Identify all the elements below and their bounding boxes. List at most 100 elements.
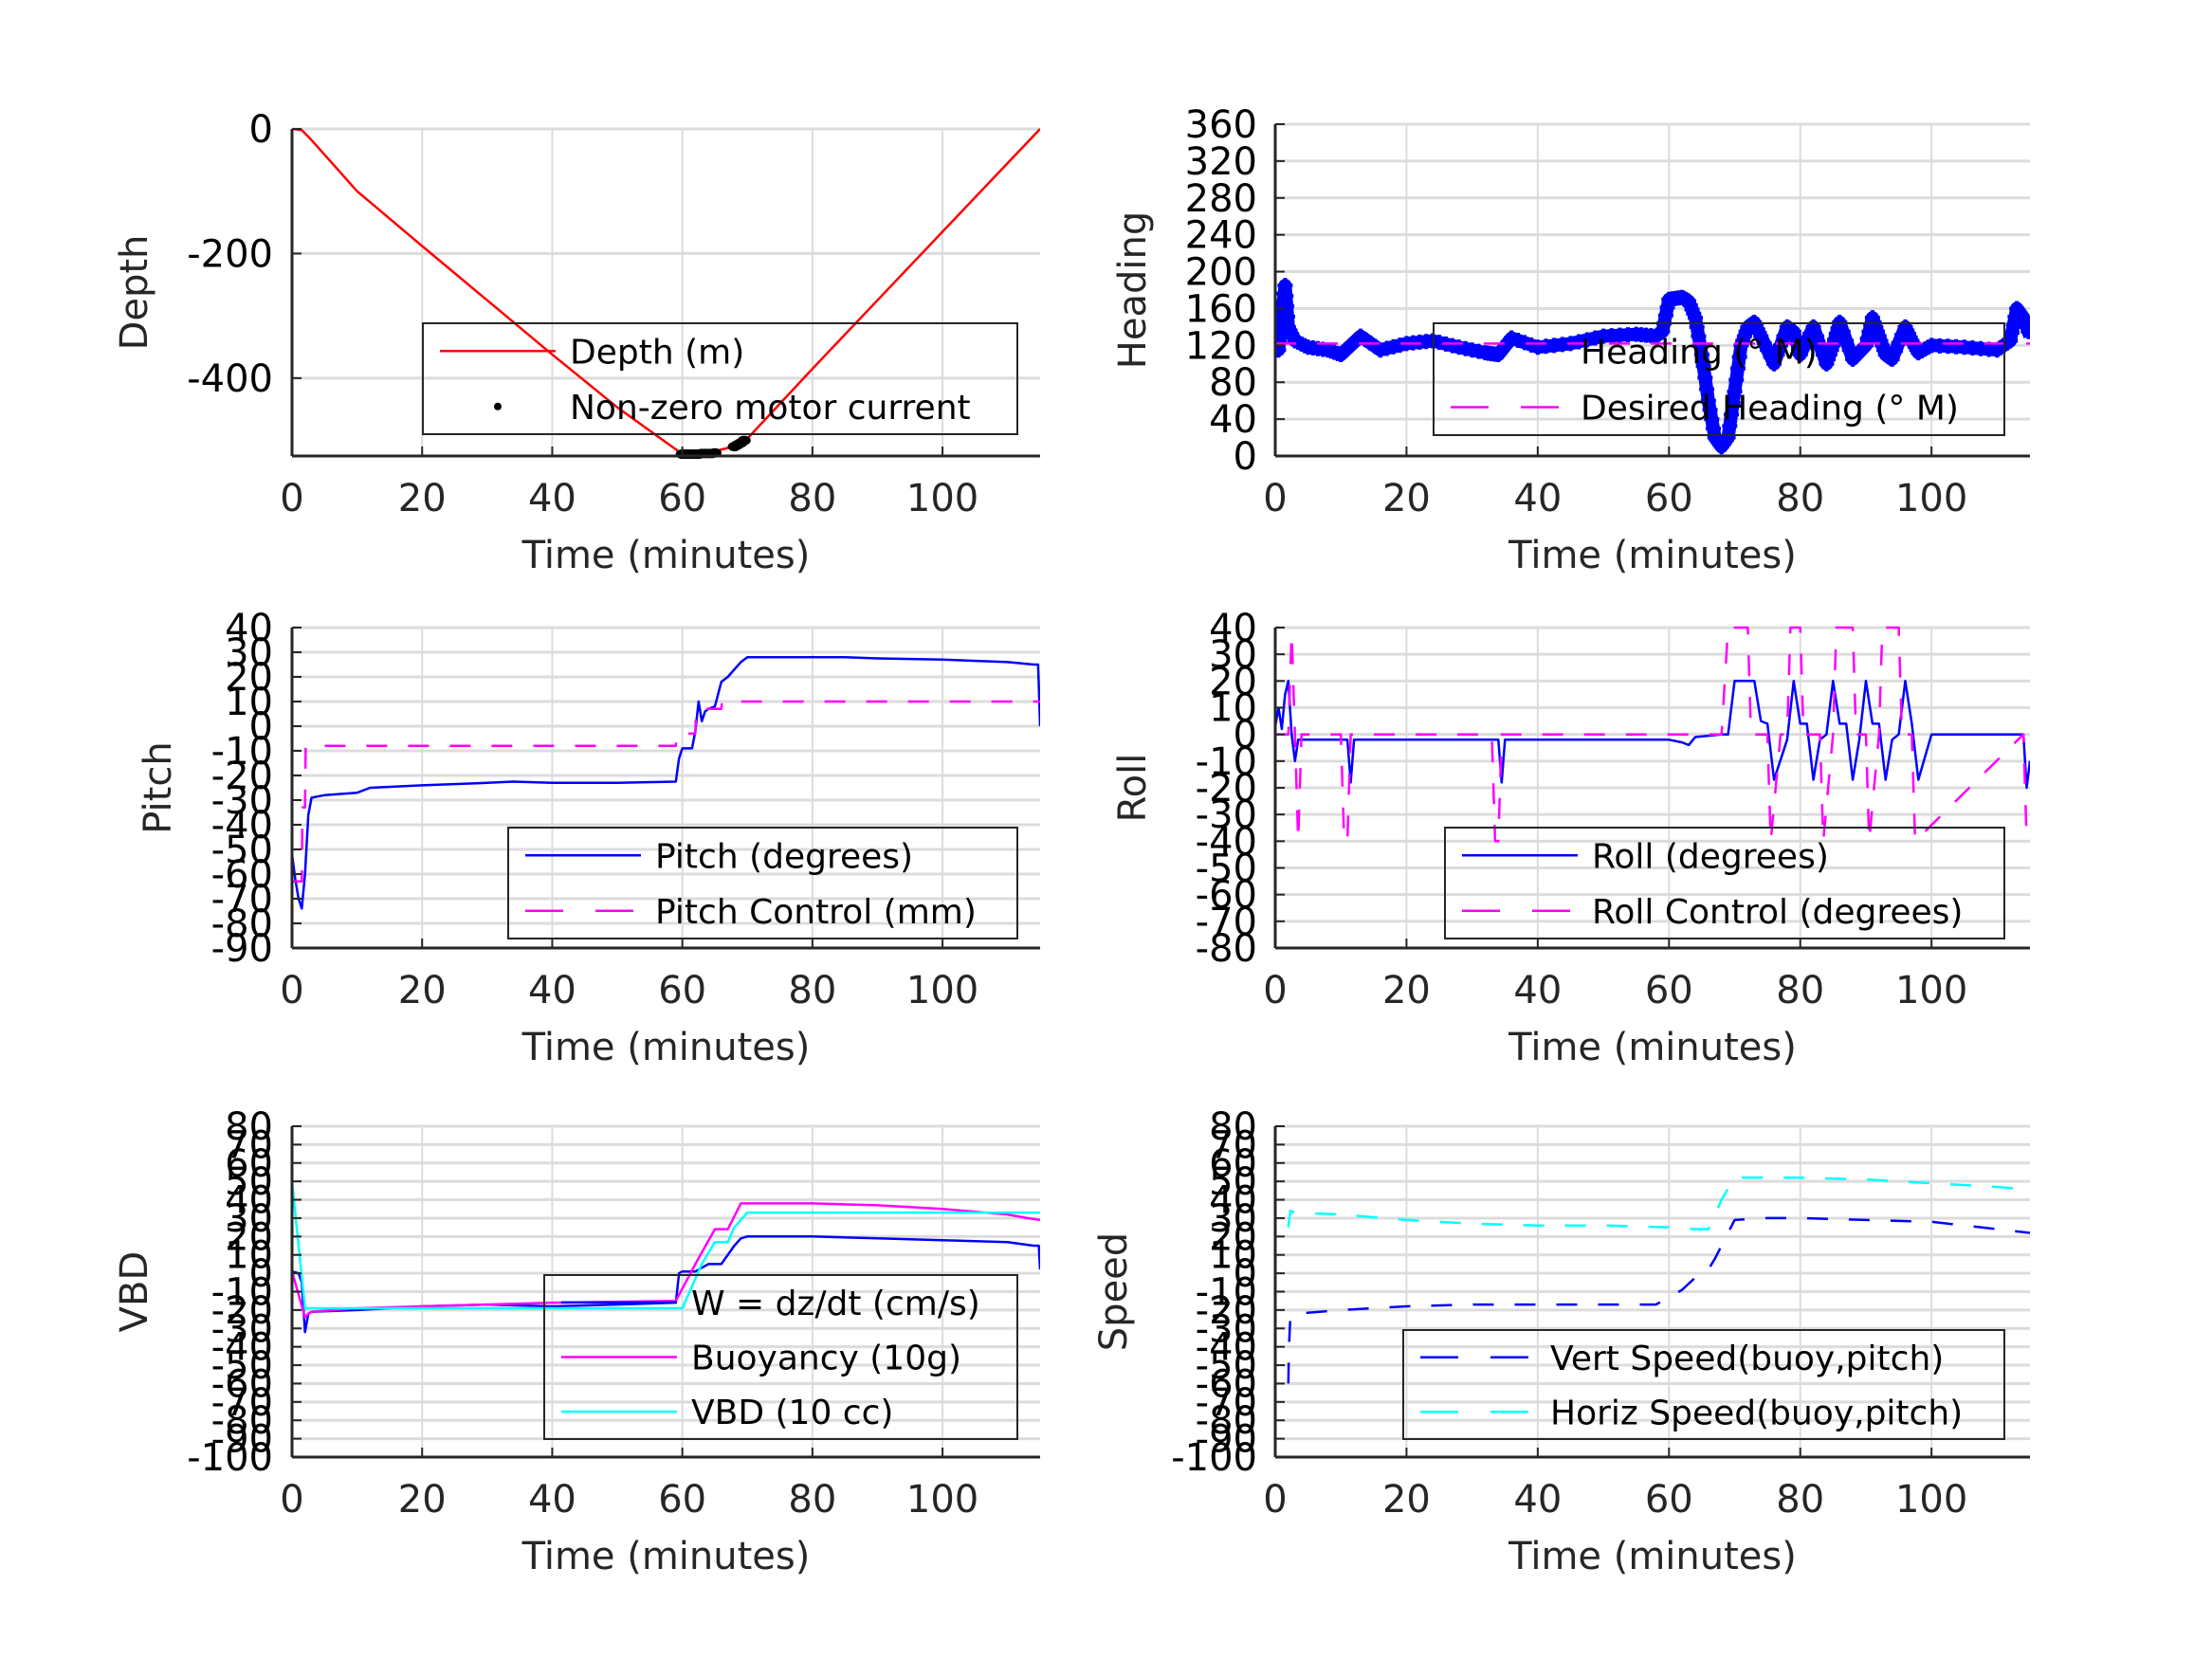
- y-tick-label: -200: [187, 232, 273, 276]
- legend-label: W = dz/dt (cm/s): [691, 1285, 980, 1323]
- series-heading-m-marker: [1769, 347, 1785, 363]
- y-tick-label: -60: [211, 1362, 273, 1406]
- legend-label: Pitch Control (mm): [655, 893, 977, 932]
- y-tick-label: -20: [1196, 1289, 1257, 1333]
- y-tick-label: -60: [1196, 1362, 1257, 1406]
- y-tick-label: -70: [1196, 1381, 1257, 1425]
- y-tick-label: -10: [1196, 1271, 1257, 1315]
- y-tick-label: 0: [249, 1252, 273, 1296]
- legend-label: Horiz Speed(buoy,pitch): [1550, 1394, 1963, 1432]
- y-tick-label: 80: [1209, 361, 1257, 405]
- x-tick-label: 40: [528, 969, 576, 1012]
- y-tick-label: 60: [1209, 1142, 1257, 1186]
- y-tick-label: 20: [225, 1215, 273, 1259]
- y-tick-label: 10: [225, 1234, 273, 1278]
- x-tick-label: 100: [1895, 477, 1967, 520]
- legend: Heading (° M) Desired Heading (° M): [1433, 322, 2005, 436]
- y-tick-label: 320: [1185, 140, 1257, 184]
- xlabel: Time (minutes): [1508, 1535, 1797, 1578]
- y-tick-label: 40: [225, 607, 273, 650]
- y-tick-label: -20: [211, 1289, 273, 1333]
- y-tick-label: -10: [211, 730, 273, 774]
- y-tick-label: -100: [1171, 1436, 1257, 1480]
- legend-box: [543, 1274, 1018, 1440]
- y-tick-label: -10: [1196, 740, 1257, 784]
- y-tick-label: 60: [225, 1142, 273, 1186]
- y-tick-label: -50: [1196, 1344, 1257, 1388]
- y-tick-label: -10: [211, 1271, 273, 1315]
- y-tick-label: -40: [1196, 1326, 1257, 1370]
- y-tick-label: 20: [1209, 1215, 1257, 1259]
- x-tick-label: 0: [1263, 969, 1287, 1012]
- x-tick-label: 0: [280, 969, 303, 1012]
- x-tick-label: 100: [906, 1478, 978, 1522]
- legend: Pitch (degrees) Pitch Control (mm): [507, 827, 1018, 939]
- series-group: [1287, 1176, 2030, 1384]
- series-horiz-speed-buoy-pitch-line: [1287, 1176, 2018, 1231]
- x-tick-label: 60: [658, 969, 706, 1012]
- legend: Roll (degrees) Roll Control (degrees): [1444, 827, 2005, 939]
- y-tick-label: 20: [1209, 660, 1257, 703]
- legend-label: VBD (10 cc): [691, 1394, 893, 1432]
- x-tick-label: 40: [1513, 969, 1562, 1012]
- y-tick-label: 80: [1209, 1105, 1257, 1149]
- ylabel: Depth: [113, 235, 156, 351]
- x-tick-label: 100: [906, 477, 978, 520]
- legend-label: Roll (degrees): [1592, 837, 1829, 876]
- x-tick-label: 80: [1776, 1478, 1824, 1522]
- legend-box: [1444, 827, 2005, 939]
- series-group: [1275, 278, 2030, 455]
- y-tick-label: -90: [1196, 1418, 1257, 1462]
- legend-box: [422, 322, 1018, 435]
- x-tick-label: 100: [906, 969, 978, 1012]
- series-buoyancy-10g-line: [292, 1202, 1040, 1319]
- y-tick-label: 0: [1234, 1252, 1257, 1296]
- y-tick-label: -70: [1196, 901, 1257, 944]
- grid: [1274, 626, 2030, 950]
- x-tick-label: 80: [788, 969, 836, 1012]
- y-tick-label: 30: [225, 631, 273, 675]
- legend: Depth (m) Non-zero motor current: [422, 322, 1018, 435]
- y-tick-label: -30: [211, 1307, 273, 1351]
- y-tick-label: 280: [1185, 177, 1257, 221]
- ylabel: Pitch: [137, 741, 180, 833]
- y-tick-label: 50: [1209, 1160, 1257, 1204]
- y-tick-label: 40: [1209, 607, 1257, 650]
- y-tick-label: 0: [249, 108, 273, 152]
- x-tick-label: 80: [788, 477, 836, 520]
- y-tick-label: 80: [225, 1105, 273, 1149]
- x-tick-label: 20: [398, 477, 447, 520]
- y-tick-label: -60: [1196, 874, 1257, 918]
- y-tick-label: -50: [211, 829, 273, 872]
- y-tick-label: -30: [211, 779, 273, 823]
- ylabel: Roll: [1111, 754, 1155, 823]
- legend-label: Depth (m): [570, 333, 744, 372]
- series-heading-m-marker: [1835, 323, 1851, 339]
- x-tick-label: 0: [280, 477, 303, 520]
- y-tick-label: -20: [1196, 767, 1257, 811]
- y-tick-label: 0: [249, 705, 273, 749]
- x-tick-label: 80: [1776, 477, 1824, 520]
- y-tick-label: 200: [1185, 251, 1257, 295]
- y-tick-label: 30: [1209, 1197, 1257, 1241]
- x-tick-label: 100: [1895, 969, 1967, 1012]
- x-tick-label: 60: [658, 1478, 706, 1522]
- series-group: [292, 655, 1040, 910]
- y-tick-label: -80: [1196, 1399, 1257, 1443]
- y-tick-label: 240: [1185, 214, 1257, 258]
- y-tick-label: 0: [1234, 435, 1257, 479]
- x-tick-label: 40: [1513, 477, 1562, 520]
- x-tick-label: 0: [1263, 477, 1287, 520]
- grid: [1274, 1124, 2030, 1459]
- legend-box: [1433, 322, 2005, 436]
- x-tick-label: 60: [1645, 1478, 1693, 1522]
- series-heading-m-marker: [1812, 337, 1828, 354]
- series-vbd-10-cc-line: [292, 1181, 1040, 1310]
- xlabel: Time (minutes): [1508, 534, 1797, 577]
- y-tick-label: 0: [1234, 714, 1257, 757]
- y-tick-label: -20: [211, 755, 273, 798]
- ylabel: Heading: [1111, 211, 1155, 369]
- y-tick-label: 40: [225, 1179, 273, 1223]
- panel-pitch: Time (minutes) Pitch 0 20 40 60 80 1004030201…: [137, 607, 1040, 1069]
- legend-label: Pitch (degrees): [655, 837, 913, 876]
